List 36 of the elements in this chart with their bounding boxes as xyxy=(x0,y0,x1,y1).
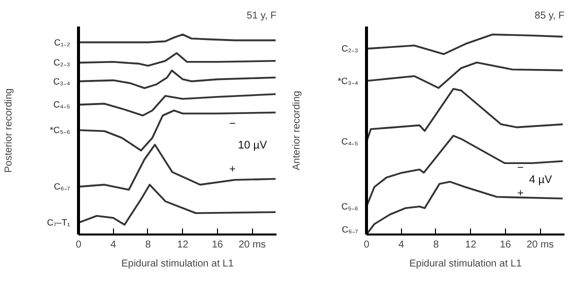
x-axis-title: Epidural stimulation at L1 xyxy=(409,258,522,270)
x-tick-label: 8 xyxy=(145,240,152,250)
series-label: C₆₋₇ xyxy=(54,182,70,192)
series-label: C₂₋₃ xyxy=(53,58,70,68)
series-label: C₆₋₇ xyxy=(342,224,358,234)
x-tick-label: 20 ms xyxy=(238,240,266,250)
series-label: C₂₋₃ xyxy=(341,44,358,54)
series-label: *C₃₋₄ xyxy=(338,76,358,86)
series-label: C₃₋₄ xyxy=(53,76,70,86)
x-tick-label: 16 xyxy=(212,240,224,250)
chart-title: 85 y, F xyxy=(534,10,565,22)
y-axis-title: Anterior recording xyxy=(292,90,302,170)
x-tick-label: 20 ms xyxy=(526,240,554,250)
annotation: 10 µV xyxy=(238,140,268,152)
annotation: + xyxy=(517,188,524,200)
annotation: + xyxy=(229,163,236,176)
x-tick-label: 12 xyxy=(177,240,189,250)
x-tick-label: 4 xyxy=(398,240,404,250)
x-tick-label: 8 xyxy=(433,240,440,250)
chart-title: 51 y, F xyxy=(246,10,277,22)
series-label: C₅₋₆ xyxy=(341,202,359,212)
series-label: C₁₋₂ xyxy=(54,37,71,48)
series-label: C₄₋₅ xyxy=(53,100,71,110)
y-axis-title: Posterior recording xyxy=(4,88,14,173)
x-tick-label: 0 xyxy=(364,240,370,250)
x-tick-label: 0 xyxy=(76,240,82,250)
x-tick-label: 4 xyxy=(110,240,116,250)
x-tick-label: 12 xyxy=(465,240,477,250)
series-label: C₇–T₁ xyxy=(47,218,70,228)
series-label: *C₅₋₆ xyxy=(50,125,71,136)
annotation: 4 µV xyxy=(529,174,553,186)
series-label: C₄₋₅ xyxy=(341,136,359,147)
x-tick-label: 16 xyxy=(500,240,512,250)
annotation: − xyxy=(517,162,524,174)
x-axis-title: Epidural stimulation at L1 xyxy=(121,258,234,270)
annotation: − xyxy=(229,118,236,130)
